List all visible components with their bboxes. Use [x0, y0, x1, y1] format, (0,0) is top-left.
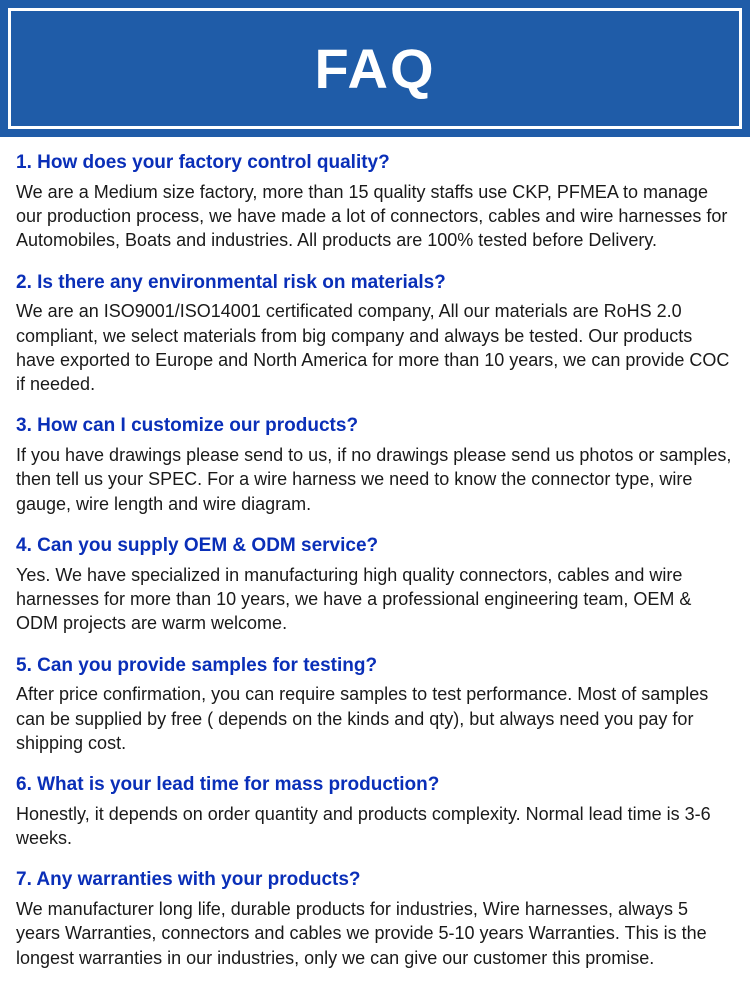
faq-answer: Yes. We have specialized in manufacturin…: [16, 563, 734, 636]
faq-question: 3. How can I customize our products?: [16, 414, 734, 439]
faq-answer: We manufacturer long life, durable produ…: [16, 897, 734, 970]
faq-answer: We are an ISO9001/ISO14001 certificated …: [16, 299, 734, 396]
faq-item: 4. Can you supply OEM & ODM service? Yes…: [16, 534, 734, 636]
faq-question: 6. What is your lead time for mass produ…: [16, 773, 734, 798]
faq-item: 6. What is your lead time for mass produ…: [16, 773, 734, 850]
faq-item: 3. How can I customize our products? If …: [16, 414, 734, 516]
faq-answer: Honestly, it depends on order quantity a…: [16, 802, 734, 851]
faq-question: 4. Can you supply OEM & ODM service?: [16, 534, 734, 559]
faq-question: 2. Is there any environmental risk on ma…: [16, 271, 734, 296]
faq-item: 5. Can you provide samples for testing? …: [16, 654, 734, 756]
faq-item: 7. Any warranties with your products? We…: [16, 868, 734, 970]
faq-item: 1. How does your factory control quality…: [16, 151, 734, 253]
faq-item: 2. Is there any environmental risk on ma…: [16, 271, 734, 397]
faq-content: 1. How does your factory control quality…: [0, 137, 750, 1002]
faq-answer: We are a Medium size factory, more than …: [16, 180, 734, 253]
header-inner-border: FAQ: [8, 8, 742, 129]
page-title: FAQ: [21, 36, 729, 101]
faq-question: 1. How does your factory control quality…: [16, 151, 734, 176]
faq-question: 7. Any warranties with your products?: [16, 868, 734, 893]
faq-answer: If you have drawings please send to us, …: [16, 443, 734, 516]
faq-question: 5. Can you provide samples for testing?: [16, 654, 734, 679]
header-banner: FAQ: [0, 0, 750, 137]
faq-answer: After price confirmation, you can requir…: [16, 682, 734, 755]
